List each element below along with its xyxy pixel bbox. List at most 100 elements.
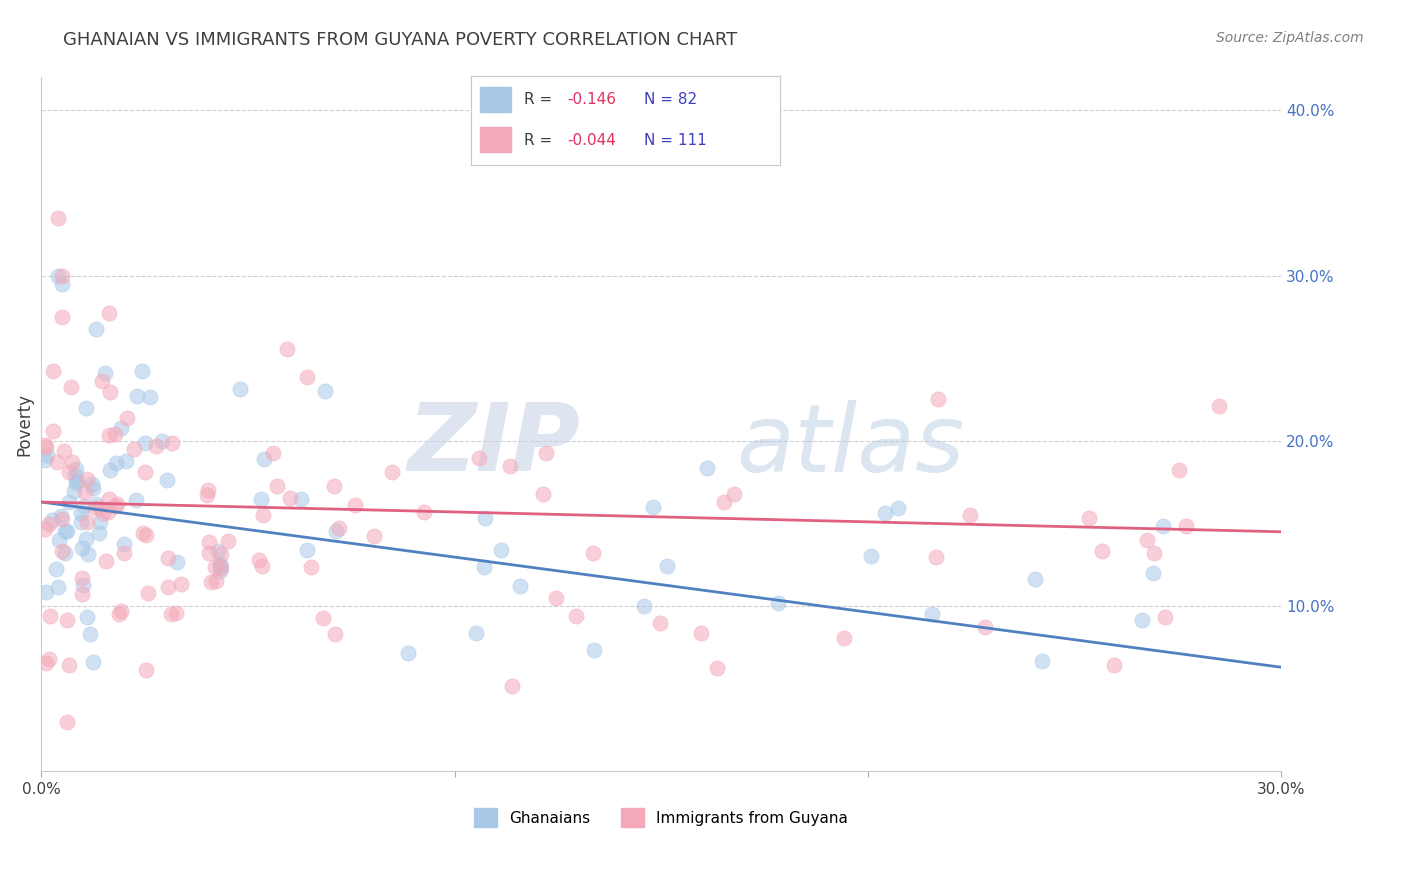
Point: [89, 515, 111, 529]
Point: [1031, 654, 1053, 668]
Point: [832, 632, 855, 646]
Point: [207, 543, 229, 558]
Point: [657, 558, 679, 573]
Point: [70, 515, 93, 529]
Bar: [481, 127, 512, 152]
Point: [468, 451, 491, 466]
Point: [42, 364, 65, 378]
Point: [82, 655, 104, 669]
Point: [136, 585, 159, 599]
Point: [77, 547, 100, 561]
Legend: Ghanaians, Immigrants from Guyana: Ghanaians, Immigrants from Guyana: [468, 802, 855, 833]
Point: [250, 558, 273, 573]
Point: [42, 424, 65, 438]
Point: [633, 599, 655, 613]
Point: [290, 491, 312, 506]
Point: [276, 342, 298, 356]
Point: [51, 512, 73, 526]
Point: [80, 477, 103, 491]
Point: [55, 613, 77, 627]
Point: [41, 513, 63, 527]
Point: [156, 473, 179, 487]
Point: [72, 578, 94, 592]
Point: [34, 438, 56, 452]
Point: [1154, 610, 1177, 624]
Point: [197, 483, 219, 498]
Point: [73, 500, 96, 514]
Point: [46, 268, 69, 283]
Point: [166, 555, 188, 569]
Point: [45, 455, 67, 469]
Point: [91, 506, 114, 520]
Point: [887, 500, 910, 515]
Point: [363, 529, 385, 543]
Point: [93, 367, 115, 381]
Point: [650, 616, 672, 631]
Point: [1091, 544, 1114, 558]
Point: [131, 364, 153, 378]
Point: [217, 533, 239, 548]
Point: [198, 546, 221, 560]
Point: [766, 596, 789, 610]
Point: [152, 434, 174, 449]
Point: [105, 497, 128, 511]
Point: [34, 453, 56, 467]
Point: [58, 495, 80, 509]
Point: [34, 522, 56, 536]
Point: [501, 679, 523, 693]
Point: [76, 610, 98, 624]
Point: [295, 542, 318, 557]
Point: [1130, 613, 1153, 627]
Point: [52, 444, 75, 458]
Point: [35, 448, 58, 462]
Point: [105, 456, 128, 470]
Point: [70, 507, 93, 521]
Point: [66, 474, 89, 488]
Point: [38, 608, 60, 623]
Point: [204, 574, 226, 589]
Point: [325, 524, 347, 538]
Point: [122, 442, 145, 456]
Point: [581, 545, 603, 559]
Point: [1102, 658, 1125, 673]
Text: -0.044: -0.044: [567, 133, 616, 147]
Point: [959, 508, 981, 522]
Point: [134, 436, 156, 450]
Point: [70, 571, 93, 585]
Point: [1024, 572, 1046, 586]
Point: [643, 500, 665, 515]
Point: [706, 661, 728, 675]
Point: [48, 533, 70, 547]
Point: [713, 494, 735, 508]
Point: [134, 465, 156, 479]
Point: [343, 499, 366, 513]
Point: [412, 505, 434, 519]
Text: R =: R =: [523, 133, 557, 147]
Point: [86, 498, 108, 512]
Point: [98, 463, 121, 477]
Point: [253, 452, 276, 467]
Point: [1142, 566, 1164, 580]
Point: [135, 663, 157, 677]
Point: [110, 421, 132, 435]
Point: [45, 562, 67, 576]
Point: [145, 439, 167, 453]
Point: [59, 380, 82, 394]
Point: [170, 576, 193, 591]
Point: [262, 446, 284, 460]
Point: [198, 535, 221, 549]
Point: [723, 486, 745, 500]
Point: [509, 579, 531, 593]
Point: [55, 524, 77, 539]
Point: [209, 547, 232, 561]
Point: [280, 491, 302, 506]
Point: [328, 521, 350, 535]
Point: [65, 461, 87, 475]
Point: [58, 465, 80, 479]
Point: [860, 549, 883, 563]
Point: [87, 525, 110, 540]
Point: [252, 508, 274, 522]
Point: [53, 524, 76, 539]
Point: [1136, 533, 1159, 547]
Point: [79, 627, 101, 641]
